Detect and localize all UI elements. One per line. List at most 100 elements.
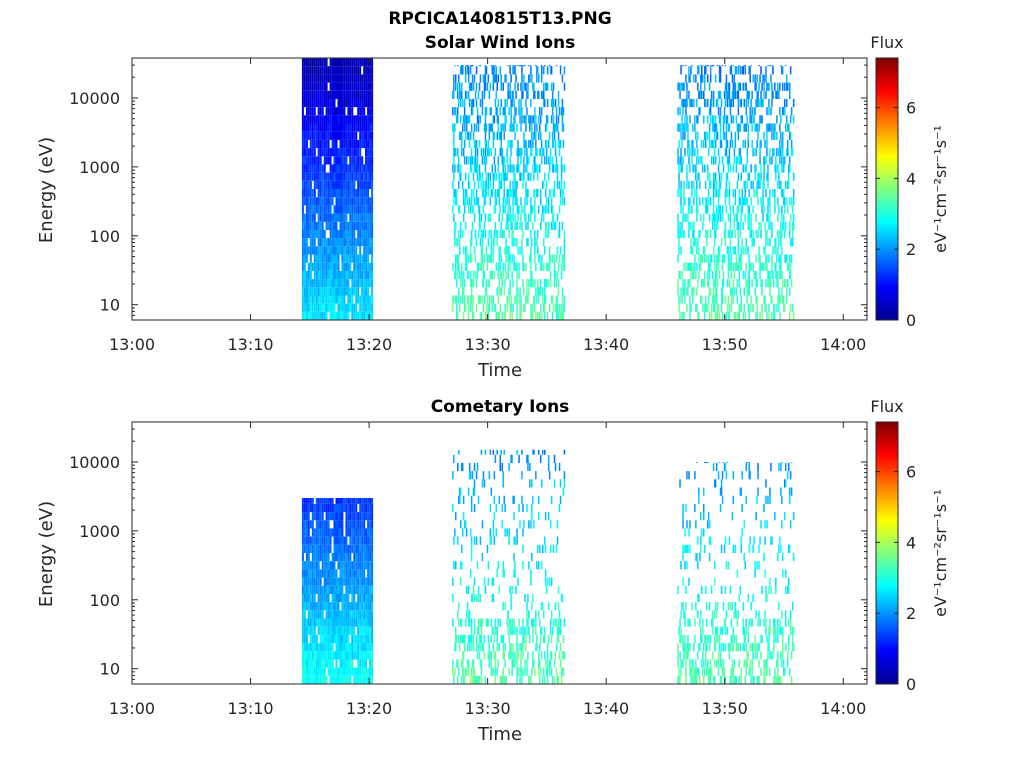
spectrogram-cell bbox=[699, 90, 701, 99]
spectrogram-cell bbox=[369, 213, 372, 222]
spectrogram-cell bbox=[357, 115, 360, 124]
spectrogram-cell bbox=[781, 164, 783, 173]
spectrogram-cell bbox=[786, 74, 788, 83]
spectrogram-cell bbox=[475, 238, 478, 247]
spectrogram-cell bbox=[736, 123, 739, 132]
spectrogram-cell bbox=[461, 634, 463, 644]
spectrogram-cell bbox=[469, 569, 472, 578]
spectrogram-cell bbox=[351, 295, 354, 304]
spectrogram-cell bbox=[369, 520, 372, 529]
spectrogram-cell bbox=[337, 98, 340, 108]
spectrogram-cell bbox=[522, 254, 524, 263]
spectrogram-cell bbox=[727, 164, 730, 173]
spectrogram-cell bbox=[707, 98, 709, 108]
spectrogram-cell bbox=[452, 295, 454, 304]
spectrogram-cell bbox=[484, 139, 487, 149]
spectrogram-cell bbox=[470, 295, 473, 304]
spectrogram-cell bbox=[309, 139, 312, 149]
spectrogram-cell bbox=[319, 66, 322, 75]
spectrogram-cell bbox=[343, 667, 346, 676]
spectrogram-cell bbox=[335, 585, 338, 594]
spectrogram-cell bbox=[507, 262, 509, 271]
spectrogram-cell bbox=[371, 561, 374, 570]
spectrogram-cell bbox=[730, 131, 733, 140]
spectrogram-cell bbox=[473, 197, 476, 206]
spectrogram-cell bbox=[491, 593, 494, 603]
spectrogram-cell bbox=[311, 610, 314, 619]
spectrogram-cell bbox=[543, 303, 545, 312]
spectrogram-cell bbox=[712, 115, 715, 124]
spectrogram-cell bbox=[343, 602, 346, 611]
spectrogram-cell bbox=[789, 213, 792, 222]
spectrogram-cell bbox=[452, 593, 454, 603]
spectrogram-cell bbox=[776, 148, 778, 157]
spectrogram-cell bbox=[361, 626, 364, 635]
spectrogram-cell bbox=[331, 602, 334, 611]
spectrogram-cell bbox=[539, 107, 541, 116]
spectrogram-cell bbox=[301, 189, 304, 198]
spectrogram-cell bbox=[541, 65, 543, 67]
spectrogram-cell bbox=[742, 164, 744, 173]
spectrogram-cell bbox=[309, 610, 312, 619]
spectrogram-cell bbox=[339, 503, 342, 513]
spectrogram-cell bbox=[345, 602, 348, 611]
spectrogram-cell bbox=[337, 90, 340, 99]
spectrogram-cell bbox=[339, 610, 342, 619]
spectrogram-cell bbox=[339, 287, 342, 296]
spectrogram-cell bbox=[463, 675, 466, 684]
spectrogram-cell bbox=[361, 610, 364, 619]
spectrogram-cell bbox=[301, 229, 304, 239]
spectrogram-cell bbox=[349, 295, 352, 304]
spectrogram-cell bbox=[351, 618, 354, 627]
spectrogram-cell bbox=[680, 189, 682, 198]
spectrogram-cell bbox=[768, 107, 770, 116]
spectrogram-cell bbox=[337, 520, 340, 529]
spectrogram-cell bbox=[333, 311, 336, 320]
spectrogram-cell bbox=[337, 131, 340, 140]
spectrogram-cell bbox=[325, 498, 328, 504]
spectrogram-cell bbox=[301, 593, 304, 603]
spectrogram-cell bbox=[325, 270, 328, 280]
spectrogram-cell bbox=[333, 287, 336, 296]
spectrogram-cell bbox=[485, 618, 488, 627]
spectrogram-cell bbox=[307, 659, 310, 668]
spectrogram-cell bbox=[452, 180, 454, 189]
spectrogram-cell bbox=[345, 287, 348, 296]
spectrogram-cell bbox=[461, 139, 463, 149]
spectrogram-cell bbox=[497, 659, 499, 668]
spectrogram-cell bbox=[707, 270, 709, 280]
spectrogram-cell bbox=[512, 164, 514, 173]
spectrogram-cell bbox=[359, 254, 362, 263]
spectrogram-cell bbox=[313, 643, 316, 652]
spectrogram-cell bbox=[311, 577, 314, 586]
spectrogram-cell bbox=[708, 311, 711, 320]
spectrogram-cell bbox=[345, 213, 348, 222]
spectrogram-cell bbox=[323, 229, 326, 239]
spectrogram-cell bbox=[493, 536, 496, 545]
spectrogram-cell bbox=[301, 197, 304, 206]
spectrogram-cell bbox=[365, 498, 368, 504]
spectrogram-cell bbox=[551, 221, 554, 230]
spectrogram-cell bbox=[531, 311, 533, 320]
spectrogram-cell bbox=[734, 311, 737, 320]
spectrogram-cell bbox=[339, 123, 342, 132]
spectrogram-cell bbox=[331, 172, 334, 181]
spectrogram-cell bbox=[688, 618, 690, 627]
spectrogram-cell bbox=[512, 180, 514, 189]
spectrogram-cell bbox=[461, 66, 463, 75]
spectrogram-cell bbox=[495, 107, 497, 116]
spectrogram-cell bbox=[353, 221, 356, 230]
spectrogram-cell bbox=[363, 675, 366, 684]
spectrogram-cell bbox=[779, 156, 781, 165]
spectrogram-cell bbox=[526, 156, 528, 165]
spectrogram-cell bbox=[321, 74, 324, 83]
spectrogram-cell bbox=[530, 262, 532, 271]
spectrogram-cell bbox=[495, 503, 497, 513]
spectrogram-cell bbox=[331, 197, 334, 206]
spectrogram-cell bbox=[782, 107, 784, 116]
spectrogram-cell bbox=[561, 164, 564, 173]
spectrogram-cell bbox=[481, 229, 484, 239]
spectrogram-cell bbox=[474, 270, 477, 280]
spectrogram-cell bbox=[321, 246, 324, 255]
spectrogram-cell bbox=[547, 172, 550, 181]
